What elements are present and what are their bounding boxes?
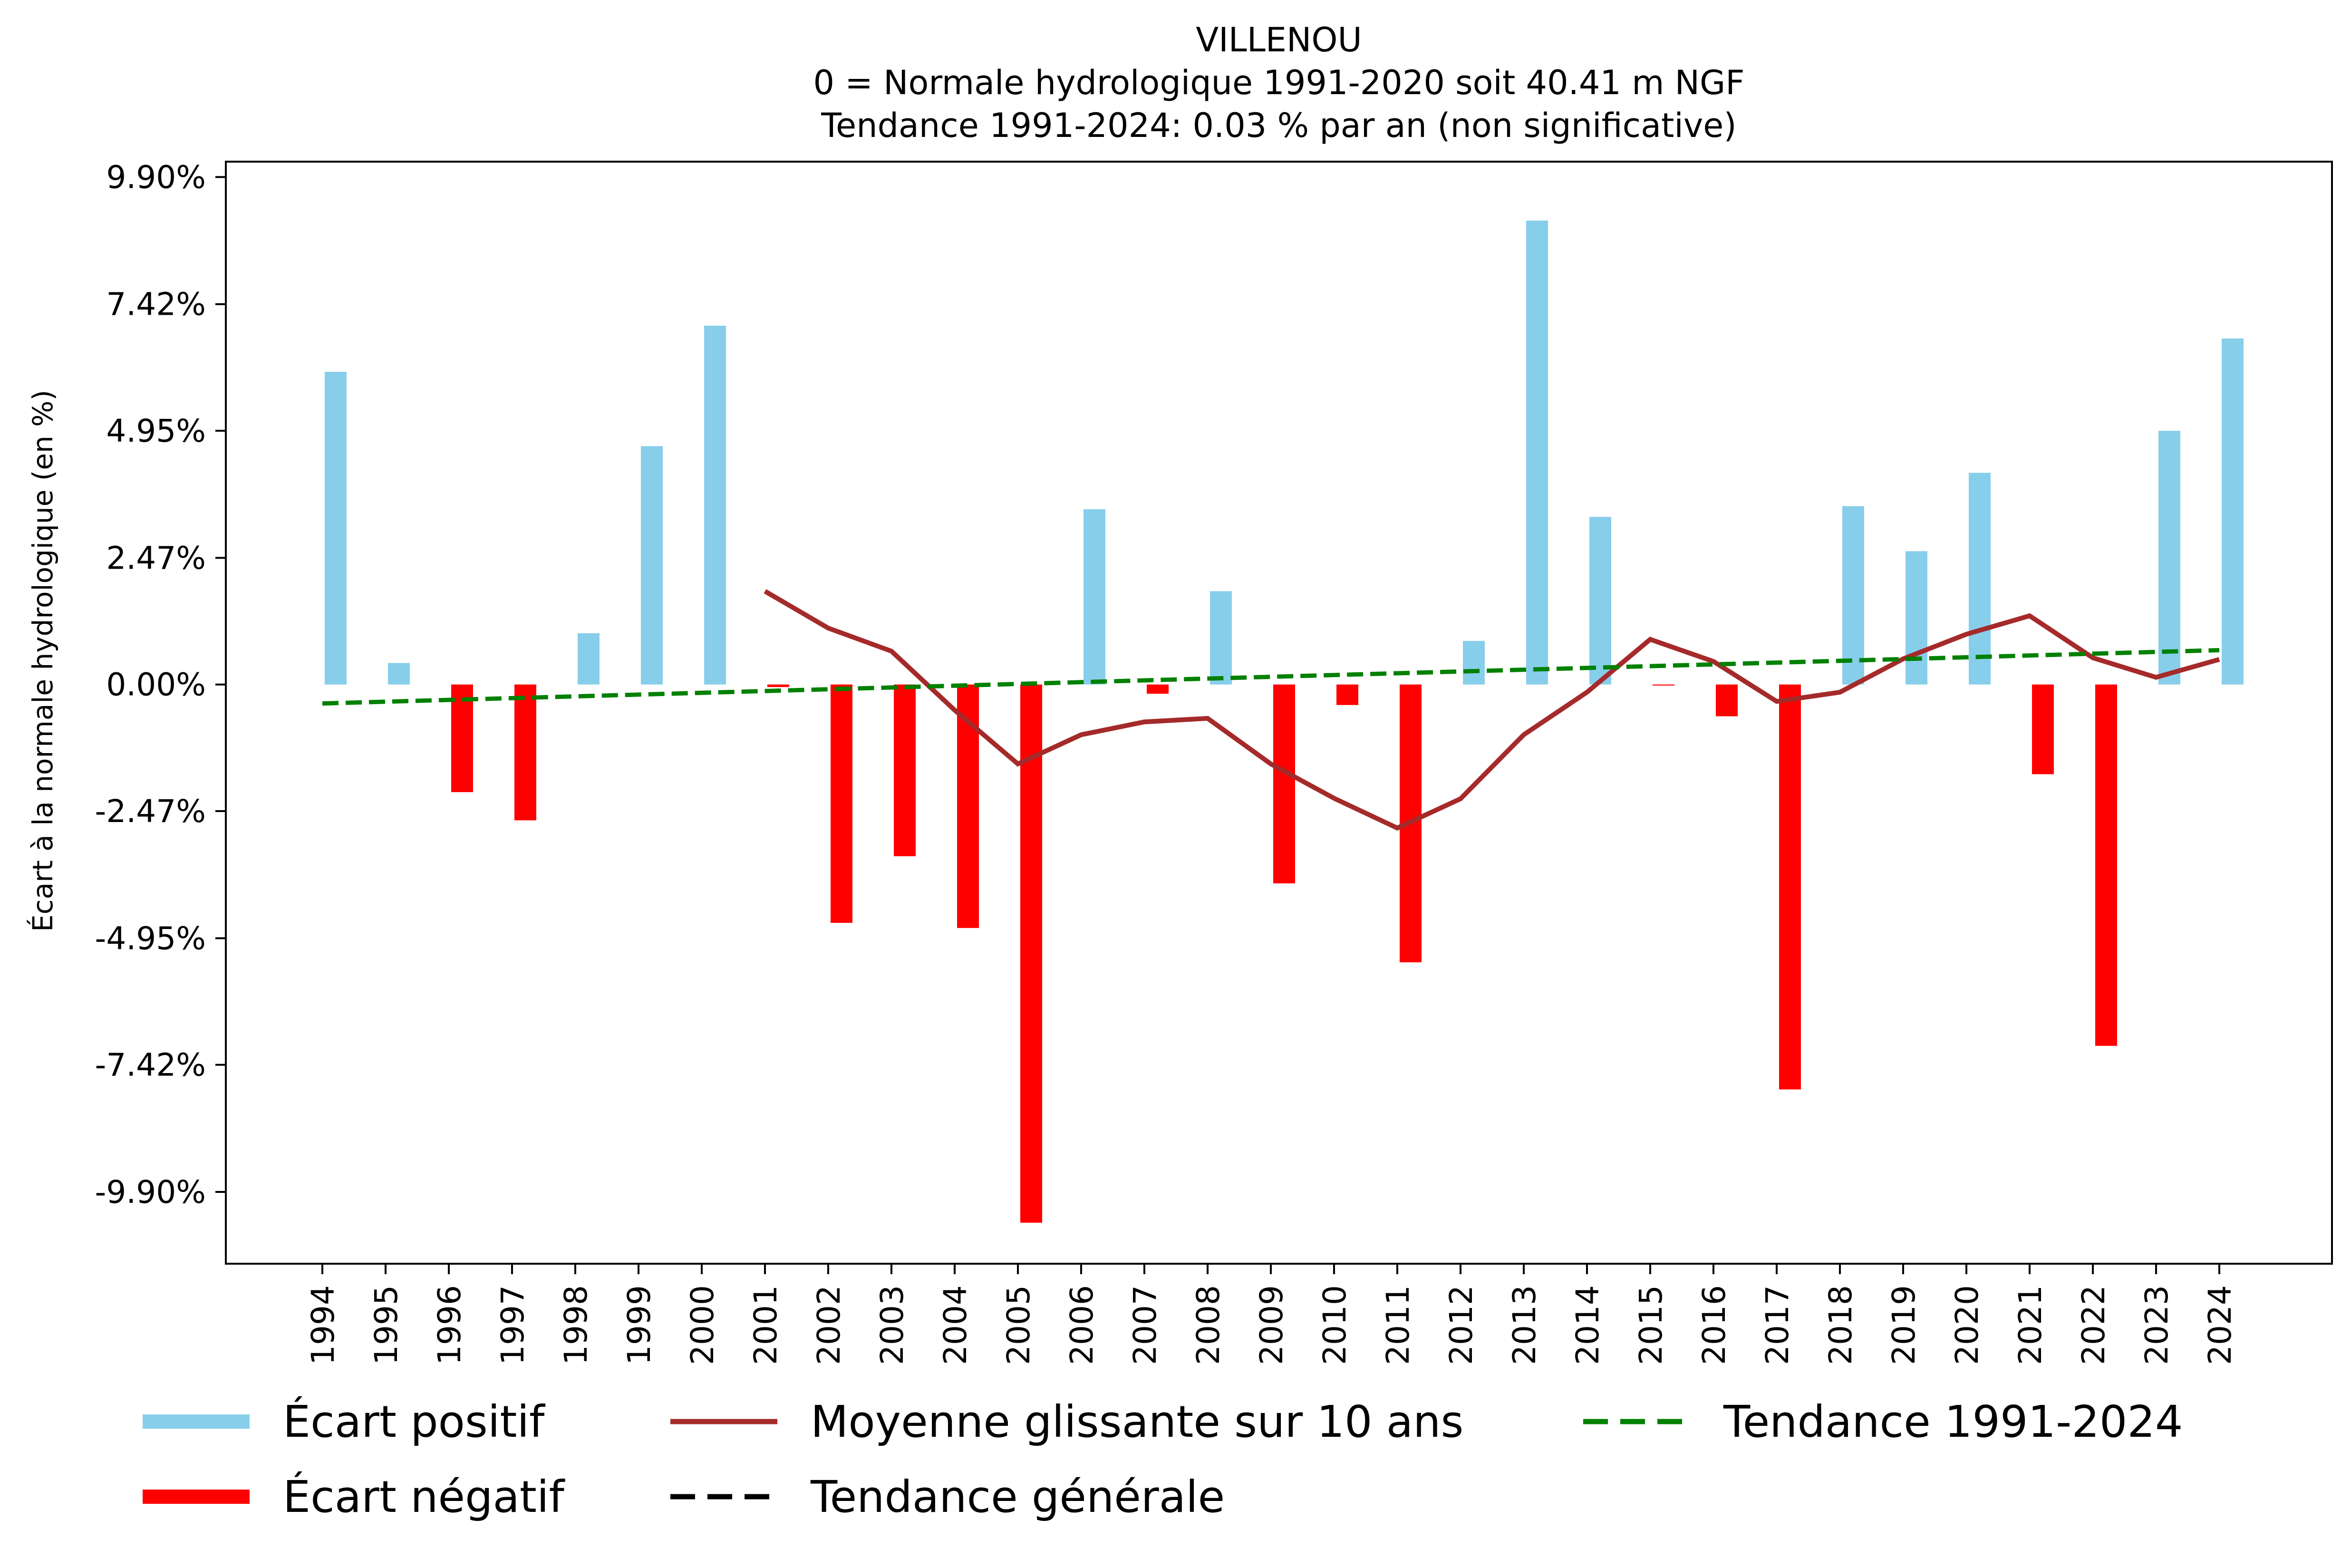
bar-positive bbox=[578, 633, 600, 685]
legend: Écart positif Écart négatif Moyenne glissa… bbox=[143, 1396, 2183, 1522]
bar-negative bbox=[1147, 684, 1169, 694]
bar-negative bbox=[1020, 684, 1042, 1223]
y-tick-label: 4.95% bbox=[106, 413, 206, 449]
legend-label: Tendance 1991-2024 bbox=[1723, 1396, 2183, 1447]
bar-negative bbox=[2095, 684, 2117, 1046]
x-tick-label: 2018 bbox=[1822, 1285, 1859, 1365]
y-axis-label: Écart à la normale hydrologique (en %) bbox=[26, 390, 59, 932]
y-tick-label: -7.42% bbox=[95, 1047, 206, 1084]
legend-label: Moyenne glissante sur 10 ans bbox=[811, 1396, 1463, 1447]
bar-positive bbox=[1969, 473, 1991, 685]
bar-positive bbox=[1906, 551, 1927, 685]
y-tick-label: 0.00% bbox=[106, 667, 206, 703]
x-tick-label: 1998 bbox=[558, 1285, 594, 1365]
x-tick-label: 2022 bbox=[2075, 1285, 2112, 1365]
x-tick-label: 2003 bbox=[874, 1285, 910, 1365]
bar-positive bbox=[704, 326, 726, 685]
legend-item: Écart positif bbox=[143, 1396, 546, 1447]
x-tick-label: 2020 bbox=[1949, 1285, 1985, 1365]
legend-item: Tendance générale bbox=[670, 1471, 1225, 1522]
bar-negative bbox=[2032, 684, 2054, 774]
x-tick-label: 2013 bbox=[1506, 1285, 1543, 1365]
x-tick-label: 2016 bbox=[1696, 1285, 1732, 1365]
x-tick-label: 2002 bbox=[811, 1285, 847, 1365]
legend-label: Tendance générale bbox=[810, 1471, 1225, 1522]
x-tick-label: 2024 bbox=[2202, 1285, 2238, 1365]
y-tick-label: 9.90% bbox=[106, 159, 206, 195]
bar-positive bbox=[1210, 591, 1232, 685]
x-tick-label: 1994 bbox=[305, 1285, 341, 1365]
x-tick-label: 2005 bbox=[1000, 1285, 1037, 1365]
plot-area: 9.90% 7.42% 4.95% 2.47% 0.00% -2.47% -4.95% -7.… bbox=[95, 159, 2333, 1365]
x-tick-label: 2010 bbox=[1316, 1285, 1353, 1365]
bar-negative bbox=[514, 684, 536, 821]
bar-negative bbox=[451, 684, 473, 793]
legend-item: Tendance 1991-2024 bbox=[1583, 1396, 2183, 1447]
x-tick-label: 2017 bbox=[1759, 1285, 1796, 1365]
bar-negative bbox=[1716, 684, 1738, 716]
bar-positive bbox=[1463, 641, 1485, 685]
x-tick-label: 2007 bbox=[1127, 1285, 1163, 1365]
legend-label: Écart positif bbox=[283, 1396, 546, 1447]
bar-negative bbox=[894, 684, 916, 856]
y-tick-label: -4.95% bbox=[95, 920, 206, 957]
bar-negative bbox=[767, 684, 789, 687]
chart-title: VILLENOU 0 = Normale hydrologique 1991-2… bbox=[813, 20, 1744, 145]
x-tick-label: 2012 bbox=[1443, 1285, 1480, 1365]
legend-item: Moyenne glissante sur 10 ans bbox=[670, 1396, 1463, 1447]
x-tick-label: 2000 bbox=[684, 1285, 721, 1365]
x-tick-label: 2006 bbox=[1064, 1285, 1100, 1365]
x-tick-label: 2011 bbox=[1380, 1285, 1416, 1365]
rolling-mean-line bbox=[764, 589, 2220, 831]
legend-item: Écart négatif bbox=[143, 1471, 566, 1522]
y-tick-label: 2.47% bbox=[106, 540, 206, 576]
bar-negative bbox=[1779, 684, 1801, 1090]
bar-positive bbox=[2222, 338, 2244, 685]
title-line-3: Tendance 1991-2024: 0.03 % par an (non s… bbox=[821, 106, 1736, 145]
x-tick-label: 2019 bbox=[1886, 1285, 1922, 1365]
x-tick-label: 2021 bbox=[2012, 1285, 2049, 1365]
x-tick-label: 2015 bbox=[1633, 1285, 1669, 1365]
y-tick-label: -9.90% bbox=[95, 1174, 206, 1210]
y-tick-label: 7.42% bbox=[106, 286, 206, 323]
x-tick-label: 1995 bbox=[368, 1285, 405, 1365]
x-tick-label: 2004 bbox=[937, 1285, 974, 1365]
plot-frame bbox=[225, 161, 2333, 1265]
bar-positive bbox=[1084, 509, 1105, 685]
bar-positive bbox=[388, 663, 410, 685]
x-tick-label: 1997 bbox=[494, 1285, 531, 1365]
legend-label: Écart négatif bbox=[283, 1471, 566, 1522]
x-tick-label: 1996 bbox=[431, 1285, 468, 1365]
x-tick-label: 1999 bbox=[621, 1285, 658, 1365]
bar-positive bbox=[1526, 220, 1548, 685]
bar-positive bbox=[641, 446, 663, 685]
bar-negative bbox=[831, 684, 852, 923]
x-tick-label: 2023 bbox=[2138, 1285, 2175, 1365]
x-tick-label: 2008 bbox=[1190, 1285, 1227, 1365]
bar-negative bbox=[1273, 684, 1295, 884]
bar-positive bbox=[1589, 517, 1611, 685]
bar-positive bbox=[325, 372, 347, 685]
bar-negative bbox=[1336, 684, 1358, 705]
title-line-1: VILLENOU bbox=[1196, 20, 1362, 59]
x-tick-label: 2014 bbox=[1569, 1285, 1606, 1365]
x-tick-label: 2001 bbox=[747, 1285, 784, 1365]
title-line-2: 0 = Normale hydrologique 1991-2020 soit … bbox=[813, 63, 1744, 102]
bar-positive bbox=[2158, 431, 2180, 685]
bar-negative bbox=[1653, 684, 1674, 686]
bar-positive bbox=[1842, 506, 1864, 685]
x-tick-label: 2009 bbox=[1253, 1285, 1290, 1365]
trend-line bbox=[322, 648, 2220, 706]
y-tick-label: -2.47% bbox=[95, 793, 206, 830]
